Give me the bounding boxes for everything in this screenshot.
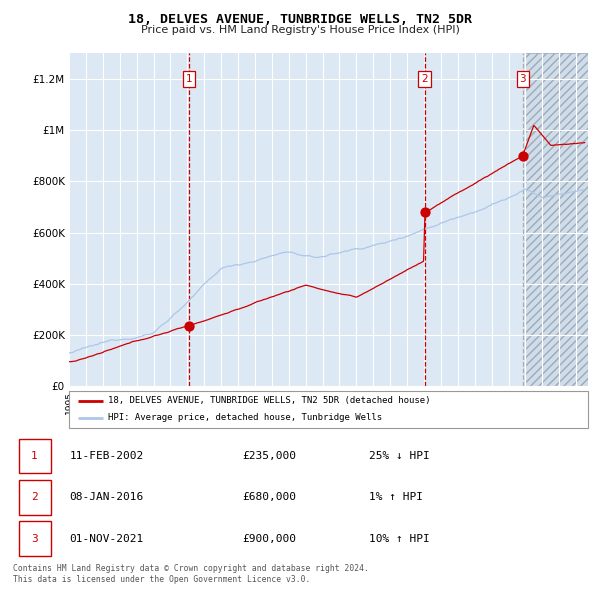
Point	[420, 207, 430, 217]
Text: Contains HM Land Registry data © Crown copyright and database right 2024.: Contains HM Land Registry data © Crown c…	[13, 563, 369, 572]
FancyBboxPatch shape	[19, 439, 50, 473]
Bar	[526, 53, 588, 386]
Text: £900,000: £900,000	[242, 533, 296, 543]
Bar	[526, 53, 588, 386]
Text: 3: 3	[31, 533, 38, 543]
Text: 18, DELVES AVENUE, TUNBRIDGE WELLS, TN2 5DR (detached house): 18, DELVES AVENUE, TUNBRIDGE WELLS, TN2 …	[108, 396, 430, 405]
Text: 1% ↑ HPI: 1% ↑ HPI	[369, 493, 423, 502]
Text: £235,000: £235,000	[242, 451, 296, 461]
Text: 1: 1	[186, 74, 193, 84]
Text: 01-NOV-2021: 01-NOV-2021	[70, 533, 144, 543]
Text: £680,000: £680,000	[242, 493, 296, 502]
Text: 25% ↓ HPI: 25% ↓ HPI	[369, 451, 430, 461]
FancyBboxPatch shape	[19, 522, 50, 556]
Text: This data is licensed under the Open Government Licence v3.0.: This data is licensed under the Open Gov…	[13, 575, 311, 584]
Text: 11-FEB-2002: 11-FEB-2002	[70, 451, 144, 461]
Text: Price paid vs. HM Land Registry's House Price Index (HPI): Price paid vs. HM Land Registry's House …	[140, 25, 460, 35]
Text: HPI: Average price, detached house, Tunbridge Wells: HPI: Average price, detached house, Tunb…	[108, 413, 382, 422]
Text: 18, DELVES AVENUE, TUNBRIDGE WELLS, TN2 5DR: 18, DELVES AVENUE, TUNBRIDGE WELLS, TN2 …	[128, 13, 472, 26]
FancyBboxPatch shape	[19, 480, 50, 514]
Text: 2: 2	[31, 493, 38, 502]
Text: 1: 1	[31, 451, 38, 461]
Text: 10% ↑ HPI: 10% ↑ HPI	[369, 533, 430, 543]
FancyBboxPatch shape	[69, 391, 588, 428]
Point	[184, 322, 194, 331]
Text: 2: 2	[421, 74, 428, 84]
Text: 3: 3	[520, 74, 526, 84]
Point	[518, 151, 527, 160]
Text: 08-JAN-2016: 08-JAN-2016	[70, 493, 144, 502]
